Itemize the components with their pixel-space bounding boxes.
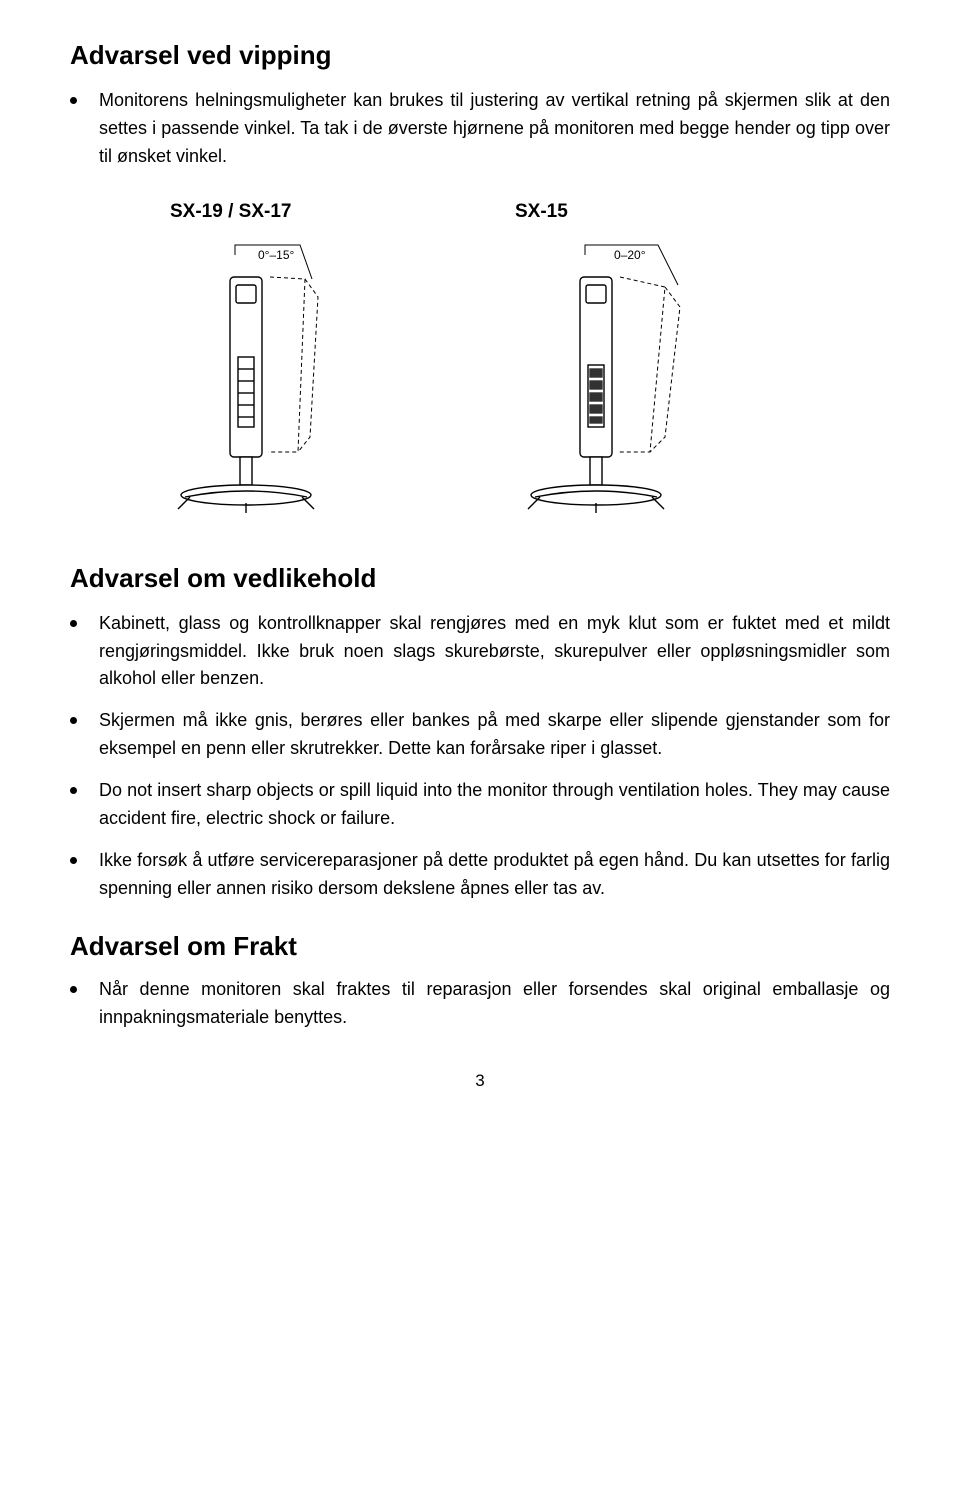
maintenance-bullet-text: Skjermen må ikke gnis, berøres eller ban…: [99, 707, 890, 763]
diagram-label-right: SX-15: [435, 201, 568, 223]
bullet-icon: [70, 717, 77, 724]
monitor-tilt-diagram-right: 0–20°: [480, 237, 770, 527]
diagram-label-left: SX-19 / SX-17: [70, 201, 435, 223]
shipping-bullet-text: Når denne monitoren skal fraktes til rep…: [99, 976, 890, 1032]
maintenance-bullet: Do not insert sharp objects or spill liq…: [70, 777, 890, 833]
shipping-bullet: Når denne monitoren skal fraktes til rep…: [70, 976, 890, 1032]
monitor-tilt-diagram-left: 0°–15°: [130, 237, 420, 527]
angle-label-left: 0°–15°: [258, 248, 294, 262]
maintenance-bullet-text: Ikke forsøk å utføre servicereparasjoner…: [99, 847, 890, 903]
bullet-icon: [70, 620, 77, 627]
page-number: 3: [70, 1071, 890, 1091]
bullet-icon: [70, 97, 77, 104]
tipping-bullet: Monitorens helningsmuligheter kan brukes…: [70, 87, 890, 171]
diagrams-row: 0°–15°: [70, 237, 890, 527]
bullet-icon: [70, 857, 77, 864]
bullet-icon: [70, 787, 77, 794]
tipping-bullet-text: Monitorens helningsmuligheter kan brukes…: [99, 87, 890, 171]
heading-maintenance: Advarsel om vedlikehold: [70, 563, 890, 594]
maintenance-bullet: Skjermen må ikke gnis, berøres eller ban…: [70, 707, 890, 763]
maintenance-bullet-text: Kabinett, glass og kontrollknapper skal …: [99, 610, 890, 694]
maintenance-bullet: Kabinett, glass og kontrollknapper skal …: [70, 610, 890, 694]
maintenance-bullet-text: Do not insert sharp objects or spill liq…: [99, 777, 890, 833]
bullet-icon: [70, 986, 77, 993]
angle-label-right: 0–20°: [614, 248, 646, 262]
maintenance-bullet: Ikke forsøk å utføre servicereparasjoner…: [70, 847, 890, 903]
diagram-section: SX-19 / SX-17 SX-15 0°–15°: [70, 201, 890, 527]
heading-shipping: Advarsel om Frakt: [70, 931, 890, 962]
heading-tipping: Advarsel ved vipping: [70, 40, 890, 71]
diagram-labels: SX-19 / SX-17 SX-15: [70, 201, 890, 223]
